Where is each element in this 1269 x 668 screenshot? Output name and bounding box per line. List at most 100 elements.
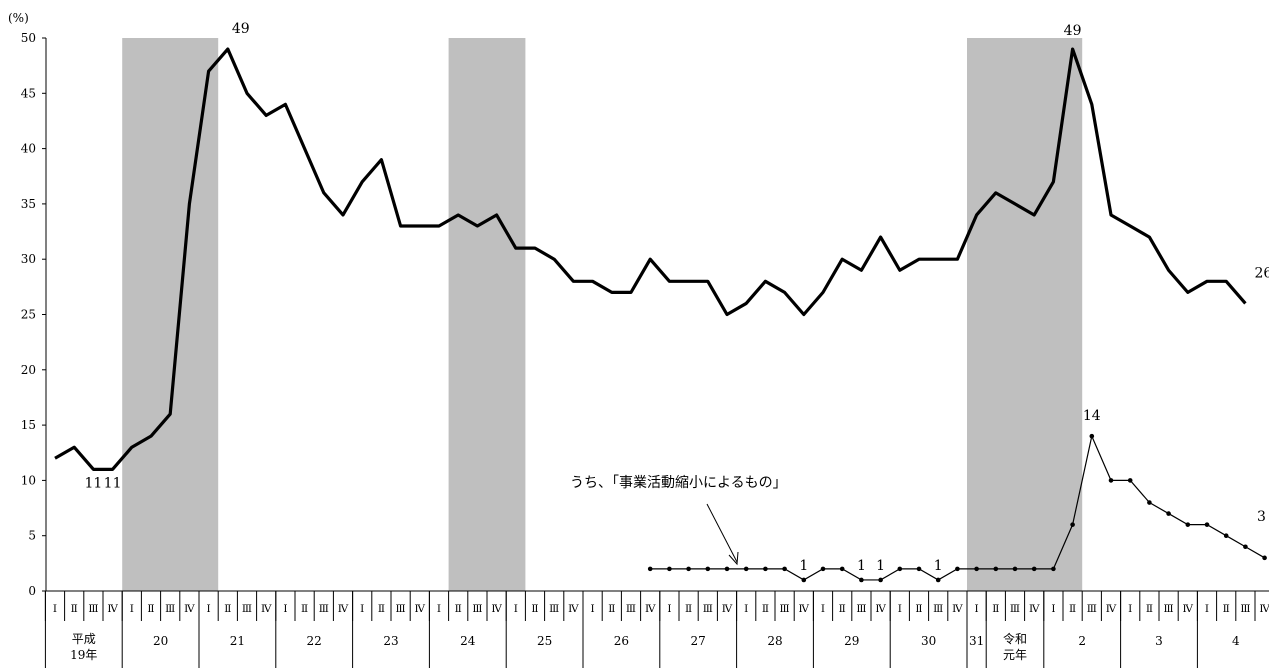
- x-quarter-label: Ⅲ: [472, 603, 482, 615]
- y-tick-label: 25: [21, 308, 36, 322]
- y-tick-label: 45: [21, 86, 36, 100]
- x-quarter-label: Ⅱ: [915, 603, 922, 615]
- series-point-sub: [705, 566, 711, 572]
- y-tick-label: 0: [28, 584, 36, 598]
- value-label-total: 11: [104, 475, 122, 491]
- series-point-sub: [974, 566, 979, 572]
- x-year-label: 元年: [1003, 648, 1027, 662]
- series-point-sub: [647, 566, 653, 572]
- x-quarter-label: Ⅲ: [319, 603, 329, 615]
- y-tick-label: 40: [21, 142, 36, 156]
- series-point-sub: [1089, 433, 1095, 439]
- y-axis: 0 5 10 15 20 25 30 35 40 45 50: [21, 31, 47, 598]
- value-label-total: 11: [84, 475, 102, 491]
- x-quarter-label: Ⅰ: [1051, 603, 1055, 615]
- series-point-sub: [1070, 522, 1075, 527]
- x-quarter-label: Ⅰ: [514, 603, 518, 615]
- series-point-sub: [743, 566, 749, 572]
- y-tick-label: 5: [28, 529, 36, 543]
- x-quarter-label: Ⅱ: [608, 603, 615, 615]
- x-quarter-label: Ⅳ: [722, 603, 733, 615]
- x-quarter-label: Ⅱ: [147, 603, 154, 615]
- x-quarter-label: Ⅲ: [780, 603, 790, 615]
- x-year-label: 25: [537, 634, 552, 648]
- series-point-sub: [801, 577, 807, 583]
- y-tick-label: 50: [21, 31, 36, 45]
- x-quarter-label: Ⅱ: [1223, 603, 1230, 615]
- x-quarter-label: Ⅰ: [1128, 603, 1132, 615]
- value-label-total: 26: [1254, 265, 1269, 281]
- value-label-sub: 1: [857, 558, 866, 574]
- y-tick-label: 30: [21, 252, 36, 266]
- x-year-label: 22: [307, 634, 322, 648]
- x-quarter-label: Ⅰ: [667, 603, 671, 615]
- x-quarter-label: Ⅰ: [283, 603, 287, 615]
- x-quarter-label: Ⅲ: [396, 603, 406, 615]
- x-quarter-label: Ⅰ: [437, 603, 441, 615]
- series-point-sub: [878, 577, 883, 583]
- shade-band-2: [967, 38, 1083, 591]
- series-point-sub: [897, 566, 903, 572]
- x-year-label: 24: [460, 634, 476, 648]
- x-quarter-label: Ⅱ: [301, 603, 308, 615]
- x-quarter-label: Ⅲ: [1087, 603, 1097, 615]
- x-quarter-label: Ⅳ: [1029, 603, 1040, 615]
- x-quarter-label: Ⅲ: [1010, 603, 1020, 615]
- x-quarter-label: Ⅳ: [952, 603, 963, 615]
- series-point-sub: [839, 566, 845, 572]
- recession-shading: [122, 38, 1083, 591]
- series-point-sub: [1185, 522, 1191, 527]
- series-point-sub: [1166, 511, 1171, 516]
- x-year-label: 2: [1078, 634, 1086, 648]
- series-point-sub: [820, 566, 826, 572]
- series-point-sub: [1204, 522, 1210, 527]
- x-quarter-label: Ⅱ: [1146, 603, 1153, 615]
- value-label-total: 49: [1064, 23, 1082, 39]
- x-quarter-label: Ⅳ: [107, 603, 118, 615]
- series-point-sub: [782, 566, 787, 572]
- x-quarter-label: Ⅲ: [88, 603, 98, 615]
- x-quarter-label: Ⅳ: [1106, 603, 1117, 615]
- series-line-total: [54, 47, 1247, 471]
- series-point-sub: [724, 566, 730, 572]
- series-annotation: うち、「事業活動縮小によるもの」: [570, 475, 787, 566]
- series-point-sub: [667, 566, 672, 572]
- x-year-label: 3: [1155, 634, 1163, 648]
- x-year-label: 令和: [1003, 631, 1027, 646]
- annotation-arrow-head: [728, 551, 739, 566]
- x-quarter-label: Ⅰ: [821, 603, 825, 615]
- series-line-sub: [650, 434, 1265, 581]
- value-label-sub: 1: [934, 558, 943, 574]
- x-quarter-label: Ⅳ: [184, 603, 195, 615]
- y-tick-label: 15: [21, 418, 36, 432]
- x-quarter-label: Ⅲ: [549, 603, 559, 615]
- x-quarter-label: Ⅱ: [378, 603, 385, 615]
- x-quarter-label: Ⅱ: [762, 603, 769, 615]
- x-quarter-label: Ⅰ: [53, 603, 57, 615]
- series-point-sub: [935, 577, 941, 583]
- x-quarter-label: Ⅳ: [568, 603, 579, 615]
- x-quarter-label: Ⅰ: [1205, 603, 1209, 615]
- x-quarter-label: Ⅲ: [703, 603, 713, 615]
- x-year-label: 28: [767, 634, 782, 648]
- x-quarter-label: Ⅳ: [1259, 603, 1269, 615]
- series-lines: [54, 47, 1267, 583]
- x-quarter-label: Ⅳ: [261, 603, 272, 615]
- x-quarter-label: Ⅲ: [933, 603, 943, 615]
- series-point-sub: [686, 566, 691, 572]
- annotation-arrow-line: [706, 503, 738, 563]
- value-label-sub: 14: [1083, 408, 1101, 424]
- series-point-sub: [1147, 500, 1152, 505]
- series-point-sub: [1012, 566, 1018, 572]
- x-quarter-label: Ⅳ: [415, 603, 426, 615]
- x-year-label: 30: [921, 634, 936, 648]
- x-quarter-label: Ⅲ: [856, 603, 866, 615]
- x-year-label: 平成: [72, 632, 96, 646]
- x-quarter-label: Ⅱ: [531, 603, 538, 615]
- y-tick-label: 10: [21, 473, 36, 487]
- x-quarter-label: Ⅰ: [207, 603, 211, 615]
- series-point-sub: [1108, 478, 1114, 483]
- y-tick-label: 35: [21, 197, 36, 211]
- x-quarter-label: Ⅲ: [626, 603, 636, 615]
